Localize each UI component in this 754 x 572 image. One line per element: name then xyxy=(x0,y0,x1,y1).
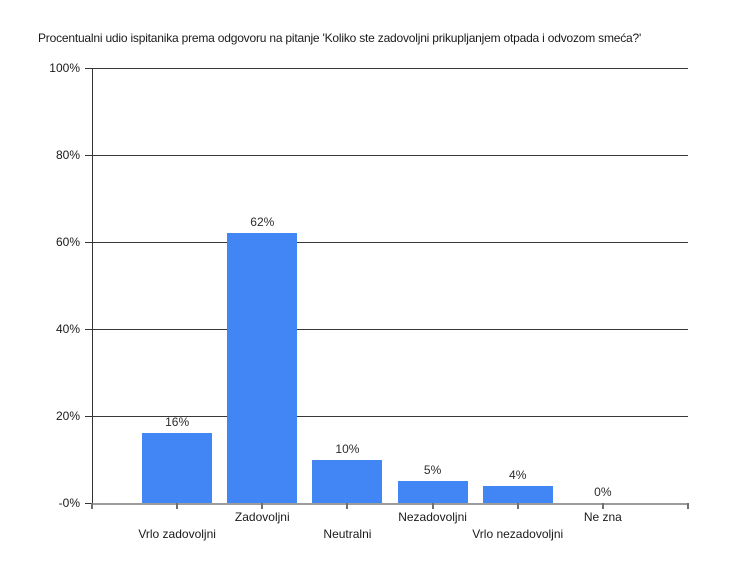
gridline xyxy=(92,416,688,417)
x-tick xyxy=(261,503,264,509)
x-tick xyxy=(346,503,349,509)
gridline xyxy=(92,242,688,243)
y-tick-label: 60% xyxy=(55,235,80,249)
y-tick-label: 100% xyxy=(49,61,80,75)
bar xyxy=(397,481,468,503)
bar-value-label: 62% xyxy=(250,215,275,230)
x-category-label: Zadovoljni xyxy=(234,510,290,524)
y-tick xyxy=(85,503,92,504)
x-category-label: Nezadovoljni xyxy=(398,510,467,524)
y-tick xyxy=(85,242,92,243)
y-tick xyxy=(85,416,92,417)
bar xyxy=(312,459,383,503)
y-tick xyxy=(85,155,92,156)
gridline xyxy=(92,155,688,156)
y-axis-line xyxy=(92,68,93,504)
x-axis-baseline xyxy=(92,503,689,505)
bar-value-label: 0% xyxy=(594,485,612,499)
y-tick-label: 80% xyxy=(55,148,80,162)
x-category-label: Vrlo zadovoljni xyxy=(138,527,216,541)
bar-value-label: 10% xyxy=(335,441,360,456)
x-category-label: Ne zna xyxy=(583,510,622,524)
y-tick xyxy=(85,329,92,330)
bar xyxy=(142,433,213,503)
x-tick xyxy=(176,503,179,509)
x-tick xyxy=(516,503,519,509)
y-tick-label: 20% xyxy=(55,409,80,423)
y-tick xyxy=(85,68,92,69)
x-tick xyxy=(687,503,689,509)
x-category-label: Neutralni xyxy=(323,527,372,541)
gridline xyxy=(92,329,688,330)
x-category-label: Vrlo nezadovoljni xyxy=(472,527,564,541)
bar xyxy=(227,233,298,503)
chart-title: Procentualni udio ispitanika prema odgov… xyxy=(38,31,642,45)
x-tick xyxy=(601,503,604,509)
bar-value-label: 4% xyxy=(509,467,527,482)
bar-value-label: 5% xyxy=(423,463,442,478)
y-tick-label: -0% xyxy=(58,496,80,510)
y-tick-label: 40% xyxy=(55,322,80,336)
x-tick xyxy=(91,503,93,509)
bar-value-label: 16% xyxy=(165,415,190,430)
gridline xyxy=(92,68,688,69)
bar xyxy=(482,485,553,503)
x-tick xyxy=(431,503,434,509)
